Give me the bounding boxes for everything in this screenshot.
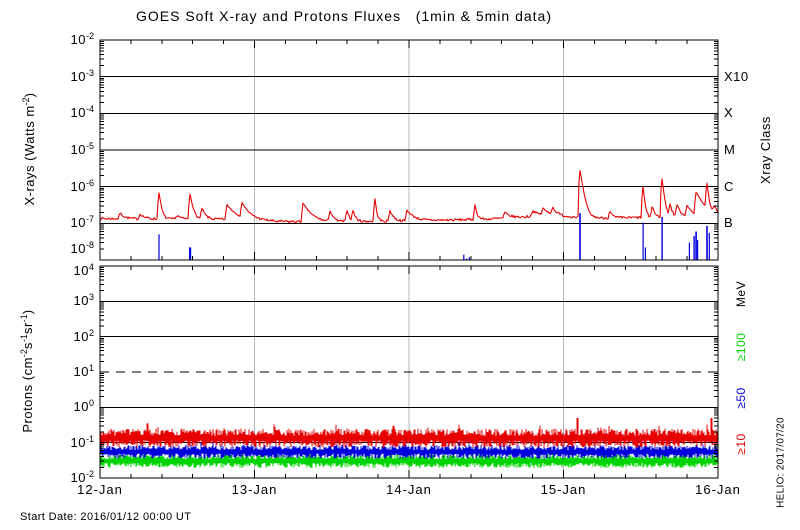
xray-short-trace xyxy=(158,213,710,260)
proton-ytick-label: 102 xyxy=(73,327,94,344)
helio-stamp: HELIO: 2017/07/20 xyxy=(775,417,787,508)
x-axis-day-label: 13-Jan xyxy=(231,482,278,497)
proton-ytick-label: 104 xyxy=(73,262,94,278)
proton-legend-mev-label: MeV xyxy=(734,280,748,308)
x-axis-day-label: 15-Jan xyxy=(540,482,587,497)
x-axis-day-label: 14-Jan xyxy=(386,482,432,497)
axis-ticks xyxy=(99,39,719,479)
proton-ytick-label: 103 xyxy=(73,292,94,309)
xray-class-label: B xyxy=(724,215,734,231)
xray-class-label: X10 xyxy=(724,68,749,84)
proton-ytick-label: 101 xyxy=(73,363,94,379)
proton-ytick-label: 100 xyxy=(73,398,94,415)
xray-class-label: C xyxy=(724,178,734,194)
xray-ytick-label: 10-3 xyxy=(70,67,94,84)
proton-legend-item: ≥10 xyxy=(734,433,748,455)
proton-ytick-label: 10-2 xyxy=(70,469,94,485)
xray-ytick-label: 10-8 xyxy=(70,240,94,256)
xray-class-label: M xyxy=(724,142,736,157)
proton-ytick-label: 10-1 xyxy=(70,433,94,450)
xray-ytick-label: 10-6 xyxy=(70,177,94,194)
xray-long-trace xyxy=(99,169,719,224)
page-title: GOES Soft X-ray and Protons Fluxes (1min… xyxy=(135,8,553,24)
start-date-label: Start Date: 2016/01/12 00:00 UT xyxy=(20,511,192,523)
xray-ytick-label: 10-5 xyxy=(70,141,94,157)
xray-ytick-label: 10-2 xyxy=(70,31,94,47)
xray-class-label: X xyxy=(724,105,734,121)
xray-ytick-label: 10-4 xyxy=(70,104,94,121)
xray-ytick-label: 10-7 xyxy=(70,214,94,231)
x-axis-day-label: 12-Jan xyxy=(77,482,123,497)
x-axis-day-label: 16-Jan xyxy=(695,482,741,497)
